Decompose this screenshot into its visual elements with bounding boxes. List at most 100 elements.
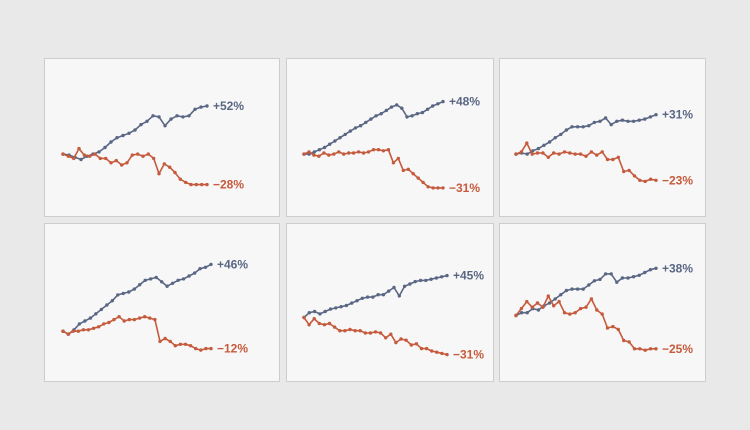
series-b-point bbox=[445, 352, 449, 357]
series-a-point bbox=[395, 103, 399, 107]
series-b-point bbox=[519, 150, 524, 154]
series-a-point bbox=[376, 293, 380, 297]
series-a-point bbox=[209, 262, 213, 267]
series-a-point bbox=[154, 275, 158, 280]
series-a-point bbox=[160, 280, 164, 284]
series-b-point bbox=[162, 162, 166, 166]
series-b-point bbox=[163, 336, 167, 341]
series-b-point bbox=[430, 349, 434, 353]
series-a-point bbox=[389, 105, 394, 109]
series-b-point bbox=[114, 158, 119, 163]
series-a-point bbox=[598, 277, 602, 282]
series-b-point bbox=[419, 346, 424, 351]
series-b-point bbox=[356, 150, 361, 154]
series-a-point bbox=[170, 281, 175, 285]
series-a-point bbox=[405, 115, 409, 119]
series-a-point bbox=[581, 287, 585, 291]
series-a-point bbox=[387, 289, 391, 293]
series-b-point bbox=[654, 347, 658, 351]
series-b-point bbox=[391, 161, 396, 165]
series-b-point bbox=[611, 157, 615, 162]
series-a-point bbox=[318, 312, 322, 316]
chart-panel-4: +46% −12% bbox=[44, 223, 280, 382]
series-b-point bbox=[322, 151, 326, 155]
series-a-point bbox=[88, 316, 93, 320]
series-b-point bbox=[611, 324, 615, 329]
series-b-point bbox=[317, 321, 321, 326]
series-b-point bbox=[71, 329, 75, 333]
series-b-point bbox=[322, 323, 327, 327]
series-b-point bbox=[409, 343, 413, 347]
series-a-point bbox=[603, 116, 608, 120]
series-a-point bbox=[187, 114, 191, 118]
series-b-point bbox=[381, 149, 386, 153]
series-a-point bbox=[626, 119, 630, 123]
series-a-point bbox=[400, 106, 404, 110]
series-b-point bbox=[404, 338, 408, 342]
series-a-point bbox=[97, 150, 101, 154]
chart-panel-5: +45% −31% bbox=[286, 223, 494, 382]
series-a-point bbox=[553, 136, 557, 140]
series-b-point bbox=[332, 152, 336, 156]
series-b-point bbox=[97, 325, 101, 329]
series-a-point bbox=[338, 136, 342, 140]
series-a-point bbox=[559, 293, 563, 297]
series-b-point bbox=[648, 177, 653, 181]
chart-panel-1: +52% −28% bbox=[44, 58, 280, 217]
series-a-point bbox=[620, 118, 625, 122]
series-a-point bbox=[323, 309, 327, 314]
series-a-point bbox=[149, 277, 153, 281]
series-a-point bbox=[536, 308, 541, 312]
series-b-point bbox=[535, 301, 540, 305]
series-a-point bbox=[333, 139, 337, 143]
series-b-end-label: −31% bbox=[453, 348, 484, 362]
series-b-point bbox=[514, 152, 518, 156]
series-a-point bbox=[415, 112, 419, 116]
series-b-point bbox=[312, 153, 316, 157]
series-a-point bbox=[139, 122, 143, 127]
series-a-point bbox=[564, 128, 569, 132]
series-a-point bbox=[559, 132, 563, 137]
series-b-point bbox=[541, 305, 545, 309]
chart-panel-3: +31% −23% bbox=[499, 58, 706, 217]
series-a-point bbox=[609, 122, 613, 127]
series-b-point bbox=[204, 346, 208, 351]
series-a-point bbox=[542, 143, 546, 147]
series-b-point bbox=[600, 150, 604, 154]
series-a-point bbox=[525, 152, 529, 156]
series-b-point bbox=[546, 294, 550, 298]
series-b-point bbox=[88, 154, 92, 158]
series-a-point bbox=[115, 136, 119, 140]
series-a-point bbox=[603, 272, 608, 276]
series-a-point bbox=[151, 114, 155, 118]
series-b-point bbox=[378, 331, 383, 335]
series-b-point bbox=[654, 178, 658, 182]
series-a-point bbox=[536, 146, 541, 151]
series-b-point bbox=[184, 180, 188, 185]
series-a-point bbox=[348, 129, 352, 133]
series-a-point bbox=[570, 287, 574, 291]
series-b-point bbox=[627, 340, 631, 344]
series-b-end-label: −28% bbox=[213, 178, 244, 192]
series-b-point bbox=[125, 161, 129, 165]
series-b-point bbox=[584, 154, 588, 158]
series-b-point bbox=[589, 297, 594, 301]
series-a-point bbox=[425, 107, 430, 111]
series-b-point bbox=[573, 311, 577, 315]
line-chart-4: +46% −12% bbox=[61, 257, 248, 356]
series-a-point bbox=[94, 312, 98, 316]
series-b-point bbox=[525, 141, 529, 145]
series-b-point bbox=[643, 348, 647, 352]
series-b-point bbox=[578, 152, 583, 156]
series-a-point bbox=[103, 145, 107, 150]
series-b-point bbox=[317, 154, 321, 158]
series-a-point bbox=[637, 273, 641, 277]
series-a-point bbox=[420, 110, 425, 115]
series-a-point bbox=[343, 132, 347, 137]
series-a-point bbox=[344, 303, 349, 308]
series-b-point bbox=[535, 151, 540, 155]
series-a-point bbox=[418, 278, 423, 283]
series-b-point bbox=[358, 329, 362, 333]
line-chart-5: +45% −31% bbox=[302, 269, 484, 362]
